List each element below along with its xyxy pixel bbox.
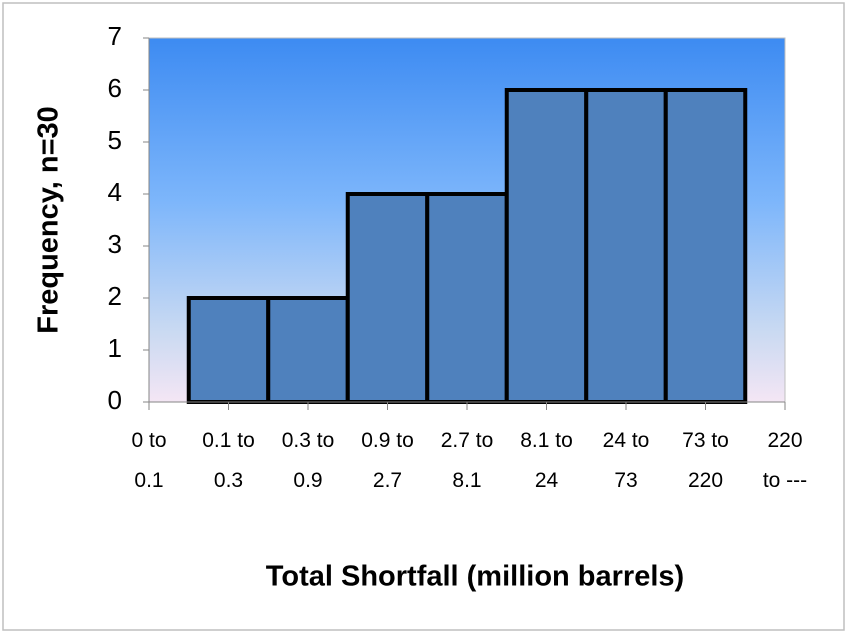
- bar: [345, 192, 430, 404]
- x-tick-label: 0 to 0.1: [131, 429, 166, 492]
- x-tick-label: 24 to 73: [603, 429, 650, 492]
- y-tick-label: 6: [108, 73, 122, 103]
- x-tick-label: 0.1 to 0.3: [202, 429, 255, 492]
- x-tick-label: 0.3 to 0.9: [282, 429, 335, 492]
- x-tick-label: 0.9 to 2.7: [361, 429, 414, 492]
- x-axis-title: Total Shortfall (million barrels): [266, 561, 684, 593]
- x-tick-label: 8.1 to 24: [520, 429, 573, 492]
- y-tick-label: 2: [108, 281, 122, 311]
- y-tick-label: 1: [108, 333, 122, 363]
- y-tick-label: 7: [108, 21, 122, 51]
- y-tick-label: 3: [108, 229, 122, 259]
- x-tick-label: 220 to ---: [763, 429, 807, 492]
- x-tick-label: 73 to 220: [682, 429, 729, 492]
- y-axis-title: Frequency, n=30: [33, 106, 65, 334]
- bar: [186, 296, 271, 404]
- bar: [266, 296, 350, 404]
- y-tick-label: 0: [108, 385, 122, 415]
- y-tick-label: 4: [108, 177, 122, 207]
- bar: [584, 88, 668, 404]
- y-tick-label: 5: [108, 125, 122, 155]
- bar: [425, 192, 509, 404]
- x-tick-label: 2.7 to 8.1: [441, 429, 494, 492]
- bar: [663, 88, 748, 404]
- bar: [504, 88, 589, 404]
